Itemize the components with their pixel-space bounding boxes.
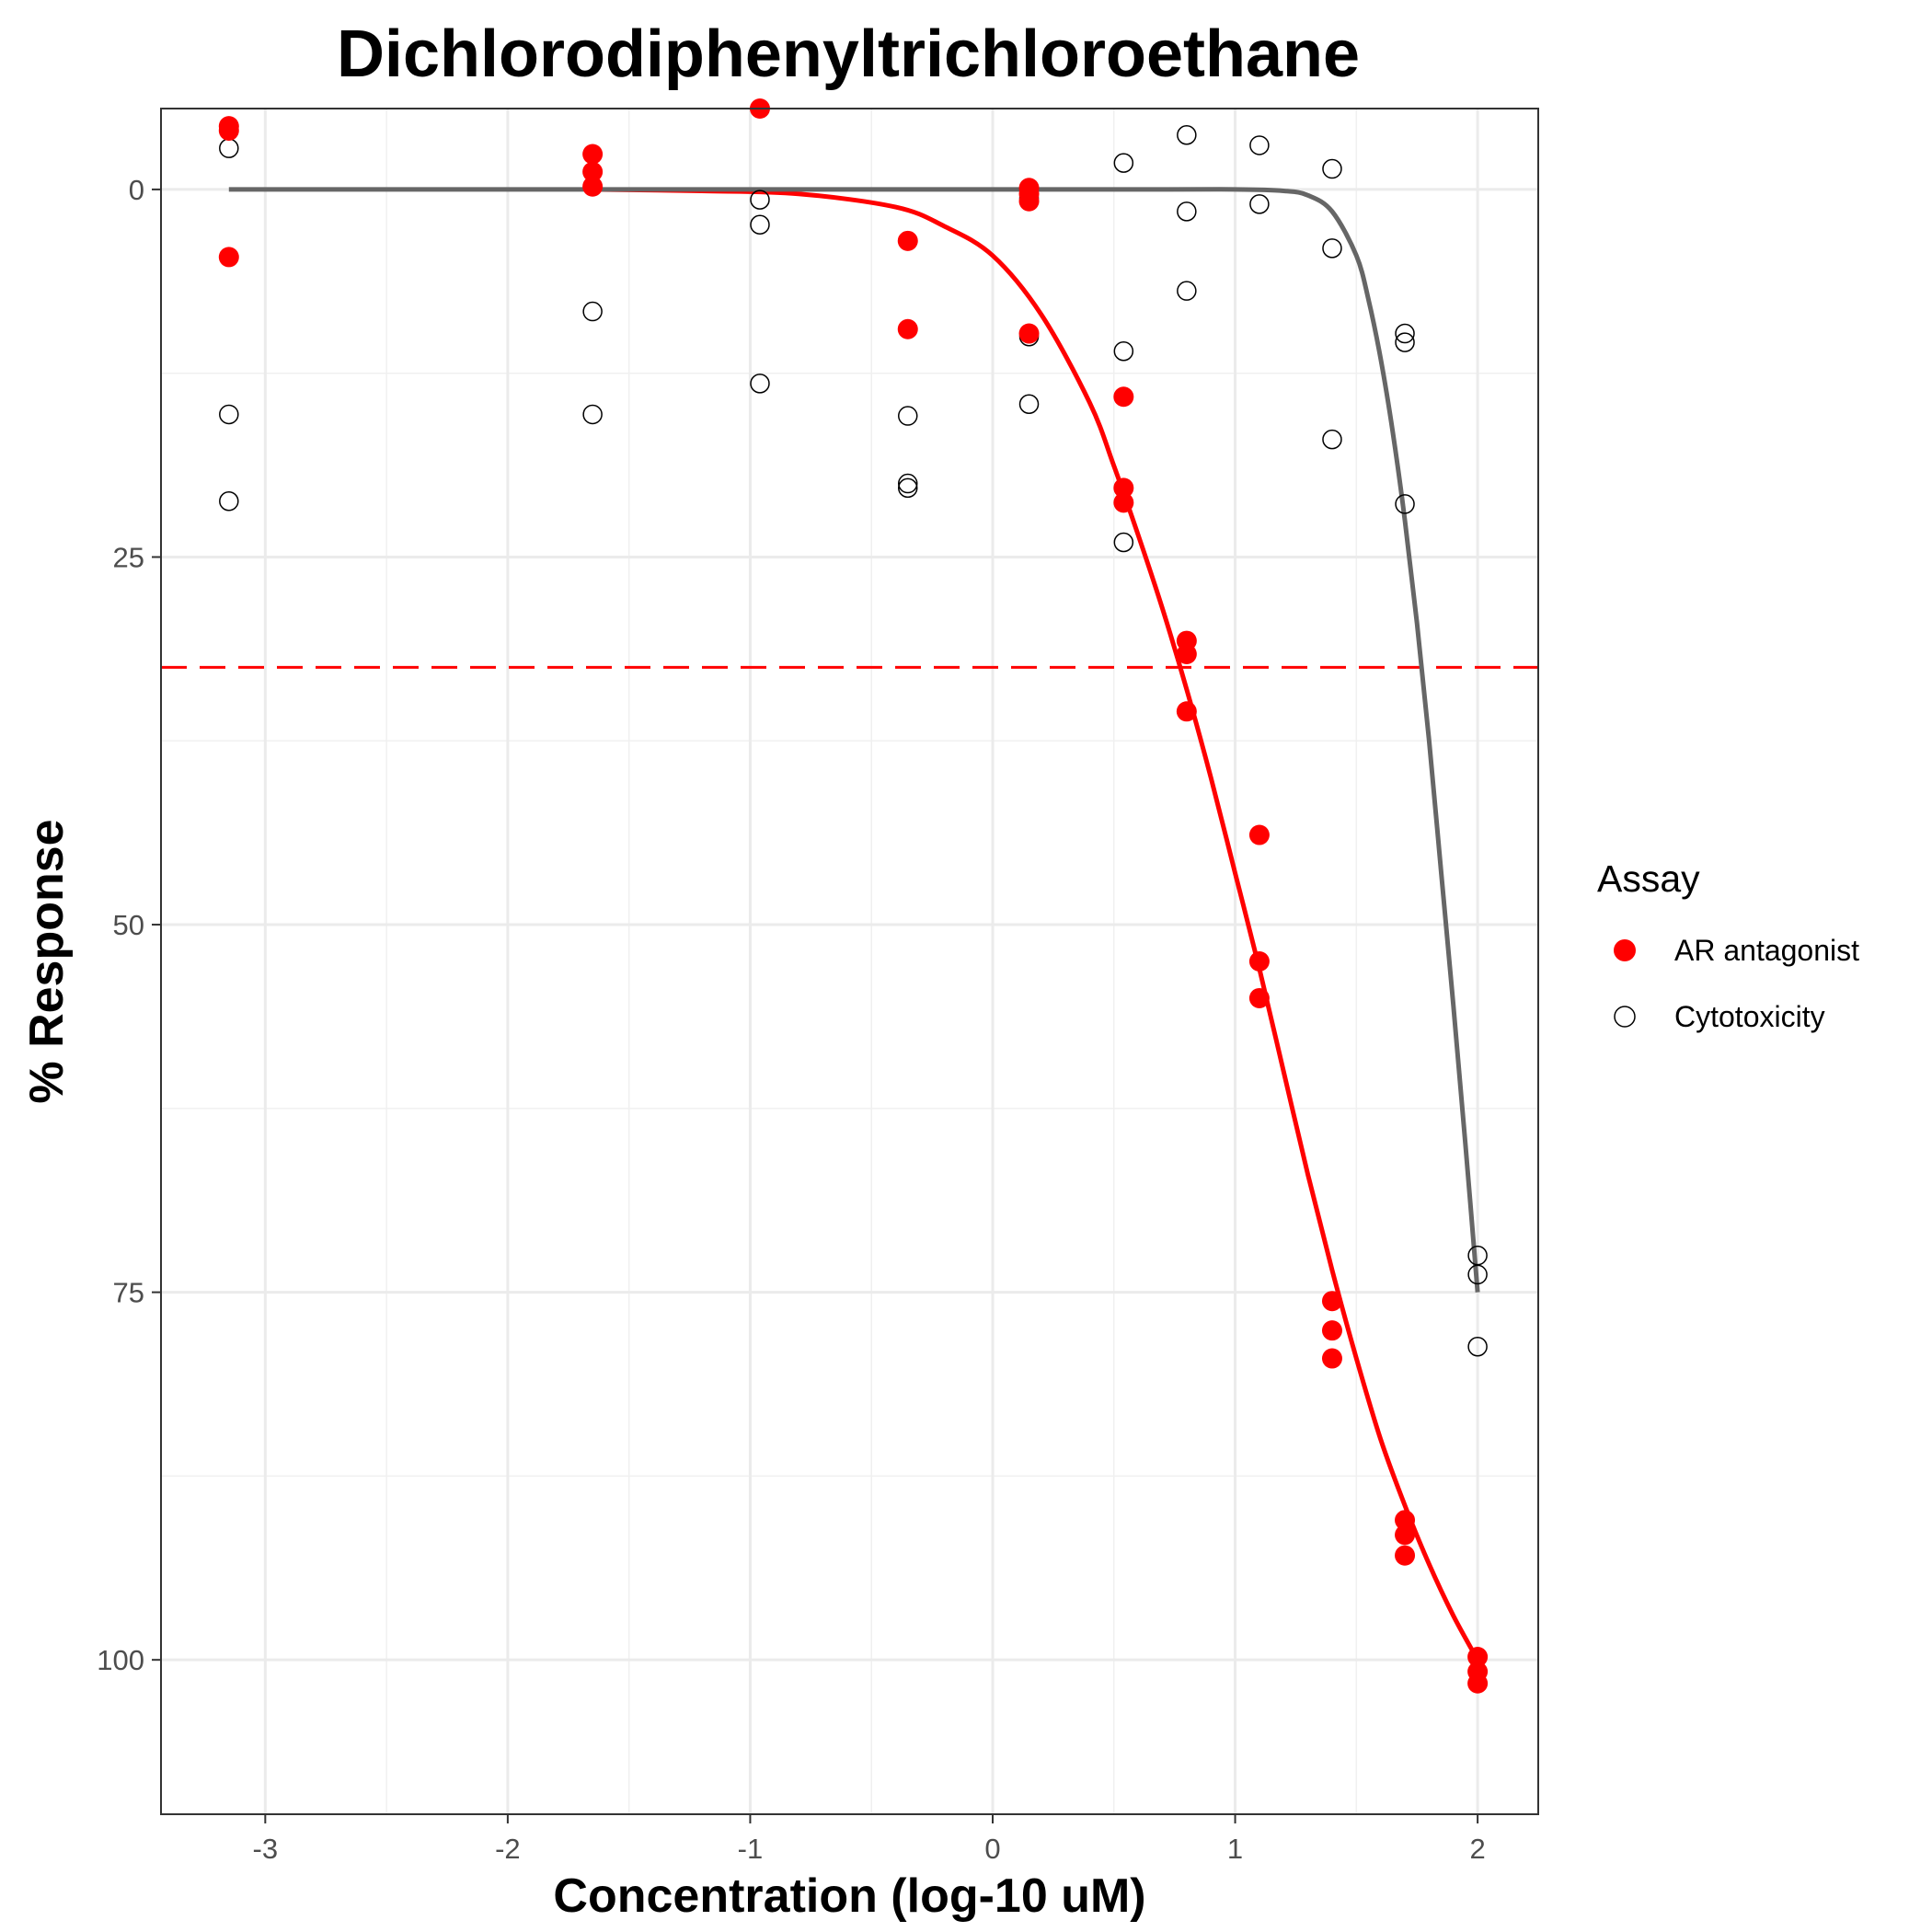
plot-panel-border bbox=[160, 108, 1539, 1815]
data-point-ar-antagonist bbox=[582, 161, 604, 182]
data-point-cytotoxicity bbox=[1467, 1336, 1488, 1357]
data-point-cytotoxicity bbox=[1177, 201, 1197, 222]
legend-label: Cytotoxicity bbox=[1674, 999, 1825, 1033]
data-point-ar-antagonist bbox=[1467, 1673, 1489, 1694]
data-point-cytotoxicity bbox=[750, 214, 770, 236]
data-point-cytotoxicity bbox=[898, 473, 918, 494]
data-point-ar-antagonist bbox=[1113, 386, 1134, 408]
y-axis-title: % Response bbox=[20, 819, 74, 1103]
data-point-cytotoxicity bbox=[1395, 332, 1415, 352]
data-point-cytotoxicity bbox=[1322, 238, 1342, 259]
data-point-ar-antagonist bbox=[1395, 1524, 1416, 1546]
y-tick-label: 25 bbox=[113, 541, 144, 573]
data-point-cytotoxicity bbox=[750, 374, 770, 394]
data-point-cytotoxicity bbox=[1018, 394, 1040, 415]
data-point-cytotoxicity bbox=[582, 404, 603, 425]
data-point-ar-antagonist bbox=[1018, 190, 1040, 212]
data-point-ar-antagonist bbox=[218, 120, 239, 141]
legend-item-cytotoxicity: Cytotoxicity bbox=[1597, 983, 1910, 1050]
data-point-cytotoxicity bbox=[1177, 281, 1197, 301]
x-tick-label: 2 bbox=[1469, 1833, 1485, 1865]
legend: Assay AR antagonist Cytotoxicity bbox=[1597, 857, 1910, 1050]
data-point-ar-antagonist bbox=[1176, 643, 1197, 664]
minor-gridlines bbox=[161, 109, 1538, 1814]
x-tick-label: -1 bbox=[738, 1833, 764, 1865]
data-point-ar-antagonist bbox=[582, 176, 604, 197]
data-point-cytotoxicity bbox=[1467, 1264, 1488, 1285]
filled-circle-marker-icon bbox=[1597, 923, 1652, 978]
data-point-ar-antagonist bbox=[1248, 951, 1270, 972]
data-point-ar-antagonist bbox=[897, 318, 918, 339]
data-point-cytotoxicity bbox=[1322, 158, 1342, 179]
data-point-cytotoxicity bbox=[219, 138, 239, 158]
data-point-ar-antagonist bbox=[218, 247, 239, 268]
data-point-ar-antagonist bbox=[1248, 987, 1270, 1008]
data-point-cytotoxicity bbox=[1113, 340, 1134, 362]
data-point-cytotoxicity bbox=[750, 190, 770, 210]
y-axis-ticks: 0 25 50 75 100 bbox=[97, 174, 161, 1676]
data-point-ar-antagonist bbox=[1248, 824, 1270, 845]
data-point-ar-antagonist bbox=[1395, 1545, 1416, 1566]
x-axis-title: Concentration (log-10 uM) bbox=[553, 1869, 1145, 1923]
data-point-cytotoxicity bbox=[1249, 135, 1270, 155]
x-tick-label: -2 bbox=[495, 1833, 521, 1865]
legend-label: AR antagonist bbox=[1674, 933, 1860, 967]
x-tick-label: -3 bbox=[253, 1833, 279, 1865]
data-point-cytotoxicity bbox=[1249, 194, 1270, 214]
data-point-cytotoxicity bbox=[582, 301, 603, 322]
data-point-ar-antagonist bbox=[1113, 492, 1134, 513]
data-point-ar-antagonist bbox=[1321, 1291, 1342, 1312]
open-circle-marker-icon bbox=[1597, 989, 1652, 1044]
data-point-cytotoxicity bbox=[1177, 125, 1197, 145]
x-axis-ticks: -3 -2 -1 0 1 2 bbox=[253, 1814, 1486, 1865]
data-points bbox=[218, 98, 1489, 1694]
major-gridlines bbox=[161, 109, 1538, 1814]
data-point-ar-antagonist bbox=[1176, 701, 1197, 722]
data-point-cytotoxicity bbox=[1395, 494, 1415, 514]
data-point-ar-antagonist bbox=[1395, 1510, 1416, 1531]
data-point-ar-antagonist bbox=[897, 230, 918, 251]
data-point-cytotoxicity bbox=[1322, 429, 1342, 450]
data-point-cytotoxicity bbox=[1467, 1245, 1488, 1266]
y-tick-label: 100 bbox=[97, 1644, 144, 1676]
data-point-ar-antagonist bbox=[1321, 1320, 1342, 1341]
data-point-ar-antagonist bbox=[582, 144, 604, 165]
y-tick-label: 0 bbox=[129, 174, 144, 206]
data-point-cytotoxicity bbox=[219, 490, 239, 512]
data-point-cytotoxicity bbox=[898, 477, 918, 499]
data-point-cytotoxicity bbox=[1395, 323, 1415, 344]
chart-title: Dichlorodiphenyltrichloroethane bbox=[336, 17, 1361, 91]
fit-curve-cytotoxicity bbox=[228, 187, 1480, 1293]
legend-title: Assay bbox=[1597, 857, 1700, 900]
data-point-cytotoxicity bbox=[1113, 153, 1134, 173]
data-point-ar-antagonist bbox=[1321, 1348, 1342, 1369]
fit-curve-ar-antagonist bbox=[592, 187, 1480, 1662]
legend-item-ar-antagonist: AR antagonist bbox=[1597, 917, 1910, 983]
data-point-cytotoxicity bbox=[1113, 532, 1134, 553]
y-tick-label: 50 bbox=[113, 909, 144, 941]
data-point-cytotoxicity bbox=[219, 404, 239, 425]
x-tick-label: 1 bbox=[1227, 1833, 1243, 1865]
data-point-ar-antagonist bbox=[1467, 1646, 1489, 1667]
y-tick-label: 75 bbox=[113, 1277, 144, 1309]
data-point-cytotoxicity bbox=[898, 406, 918, 426]
data-point-ar-antagonist bbox=[1018, 323, 1040, 344]
fit-curves bbox=[228, 187, 1480, 1662]
x-tick-label: 0 bbox=[984, 1833, 1000, 1865]
data-point-ar-antagonist bbox=[1113, 477, 1134, 499]
